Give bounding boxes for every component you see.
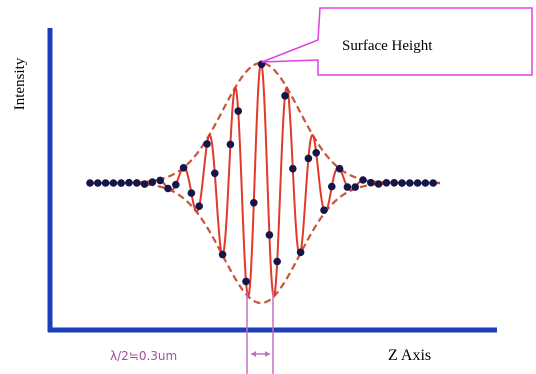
sample-point (109, 179, 118, 187)
sample-point (148, 178, 157, 186)
sample-point (218, 250, 227, 259)
sample-point (390, 179, 399, 187)
sample-point (164, 184, 172, 193)
sample-point (226, 140, 235, 149)
sample-point (351, 183, 360, 191)
x-axis-label: Z Axis (388, 347, 431, 364)
sample-point (117, 179, 125, 187)
sample-point (429, 179, 438, 187)
sample-point (94, 179, 102, 187)
sample-point (265, 231, 274, 239)
sample-point (328, 182, 336, 191)
sample-point (335, 164, 344, 173)
sample-point (211, 169, 219, 178)
peak-marker-dot (258, 327, 264, 333)
sample-point (374, 180, 383, 188)
sample-point (86, 179, 94, 187)
sample-point (312, 149, 321, 157)
sample-point (281, 92, 289, 100)
sample-point (172, 180, 180, 189)
sample-point (343, 183, 352, 191)
sample-point (203, 140, 211, 148)
callout-box (261, 7, 533, 76)
sample-point (413, 179, 422, 187)
sample-point (273, 257, 282, 266)
sample-point (242, 277, 250, 286)
sample-point (234, 107, 242, 115)
sample-points (86, 60, 438, 286)
sample-point (367, 178, 375, 187)
y-axis-label: Intensity (12, 57, 28, 110)
sample-point (320, 206, 328, 214)
half-wavelength-label: λ/2≒0.3um (110, 349, 177, 363)
sample-point (179, 164, 188, 172)
sample-point (195, 202, 203, 210)
sample-point (125, 178, 133, 187)
envelope-lower-curve (92, 181, 440, 305)
sample-point (140, 180, 149, 188)
sample-point (421, 179, 430, 187)
sample-point (398, 179, 406, 187)
callout-label: Surface Height (342, 38, 433, 54)
spacing-arrow-right-head (265, 351, 270, 357)
sample-point (133, 179, 141, 187)
sample-point (250, 199, 258, 207)
sample-point (382, 179, 391, 187)
sample-point (156, 176, 164, 185)
sample-point (296, 248, 305, 257)
sample-point (289, 164, 297, 173)
spacing-arrow-left-head (251, 351, 256, 357)
sample-point (187, 189, 196, 197)
sample-point (101, 179, 110, 187)
sample-point (359, 176, 367, 184)
sample-point (304, 154, 313, 163)
sample-point (406, 179, 414, 187)
